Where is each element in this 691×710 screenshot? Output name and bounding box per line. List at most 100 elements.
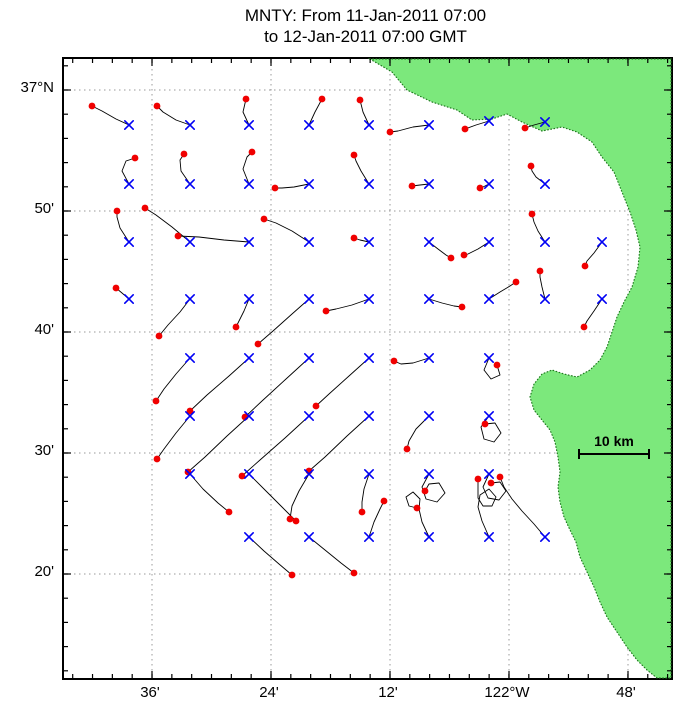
start-x-marker-icon <box>363 237 375 247</box>
trajectory-path <box>325 298 370 312</box>
end-dot-marker <box>527 162 535 170</box>
end-dot-marker <box>155 332 163 340</box>
start-x-marker-icon <box>304 294 314 304</box>
end-dot-marker <box>581 262 589 270</box>
end-dot-marker <box>113 207 121 215</box>
end-dot-marker <box>380 497 388 505</box>
end-dot-marker <box>174 232 182 240</box>
end-dot-marker <box>238 472 246 480</box>
end-dot-marker <box>496 473 504 481</box>
end-dot-marker <box>271 184 279 192</box>
end-dot-marker <box>318 95 326 103</box>
end-dot-marker <box>421 487 429 495</box>
title-line-1: MNTY: From 11-Jan-2011 07:00 <box>244 6 487 25</box>
trajectory-path <box>289 473 310 520</box>
start-x-marker-icon <box>483 294 495 304</box>
x-tick-label: 122°W <box>484 684 530 701</box>
end-dot-marker <box>521 124 529 132</box>
start-x-marker-icon <box>363 468 375 480</box>
trajectory-path <box>263 218 310 243</box>
end-dot-marker <box>248 148 256 156</box>
start-x-marker-icon <box>539 179 551 189</box>
start-x-marker-icon <box>363 352 375 364</box>
end-dot-marker <box>254 340 262 348</box>
trajectory-path <box>361 473 370 513</box>
y-tick-label: 20' <box>34 563 54 581</box>
start-x-marker-icon <box>539 116 551 127</box>
end-dot-marker <box>358 508 366 516</box>
end-dot-marker <box>312 402 320 410</box>
start-x-marker-icon <box>304 179 314 189</box>
trajectory-path <box>158 298 191 337</box>
trajectory-path <box>583 298 603 328</box>
end-dot-marker <box>141 204 149 212</box>
end-dot-marker <box>180 150 188 158</box>
trajectory-path <box>308 536 355 574</box>
end-dot-marker <box>493 361 501 369</box>
trajectory-path <box>531 213 546 243</box>
start-x-marker-icon <box>483 237 495 247</box>
start-x-marker-icon <box>423 531 435 543</box>
start-x-marker-icon <box>123 237 134 247</box>
start-x-marker-icon <box>304 237 314 247</box>
trajectory-path <box>483 357 501 380</box>
trajectory-path <box>257 298 310 345</box>
start-x-marker-icon <box>483 410 495 422</box>
start-x-marker-icon <box>423 237 435 247</box>
start-x-marker-icon <box>185 352 195 364</box>
start-x-marker-icon <box>244 294 254 304</box>
trajectory-path <box>308 98 323 126</box>
trajectory-path <box>248 536 293 576</box>
trajectory-path <box>235 298 250 328</box>
scale-bar-label: 10 km <box>594 433 634 449</box>
trajectory-path <box>242 98 250 126</box>
start-x-marker-icon <box>423 352 435 364</box>
end-dot-marker <box>461 125 469 133</box>
start-x-marker-icon <box>304 119 314 130</box>
end-dot-marker <box>512 278 520 286</box>
end-dot-marker <box>292 517 300 525</box>
end-dot-marker <box>413 504 421 512</box>
land-polygon <box>367 58 672 679</box>
trajectory-path <box>189 357 250 412</box>
start-x-marker-icon <box>304 410 314 422</box>
end-dot-marker <box>403 445 411 453</box>
trajectory-path <box>477 478 497 538</box>
end-dot-marker <box>288 571 296 579</box>
end-dot-marker <box>487 479 495 487</box>
title-line-2: to 12-Jan-2011 07:00 GMT <box>264 27 467 47</box>
start-x-marker-icon <box>483 179 495 189</box>
trajectory-path <box>480 415 502 443</box>
start-x-marker-icon <box>123 179 134 189</box>
map-plot-box: 10 km <box>62 57 673 680</box>
trajectory-path <box>242 151 253 185</box>
start-x-marker-icon <box>539 237 551 247</box>
start-x-marker-icon <box>244 237 254 247</box>
start-x-marker-icon <box>363 294 375 304</box>
start-x-marker-icon <box>539 294 551 304</box>
trajectory-path <box>405 491 430 538</box>
x-tick-label: 48' <box>616 684 636 701</box>
end-dot-marker <box>474 475 482 483</box>
start-x-marker-icon <box>483 468 495 480</box>
start-x-marker-icon <box>363 410 375 422</box>
end-dot-marker <box>242 95 250 103</box>
x-tick-label: 36' <box>140 684 160 701</box>
end-dot-marker <box>153 102 161 110</box>
start-x-marker-icon <box>244 179 254 189</box>
trajectory-path <box>121 157 136 185</box>
trajectory-path <box>116 210 130 243</box>
trajectory-path <box>359 99 370 126</box>
start-x-marker-icon <box>423 179 435 189</box>
trajectory-path <box>463 241 490 256</box>
x-tick-label: 24' <box>259 684 279 701</box>
end-dot-marker <box>350 234 358 242</box>
end-dot-marker <box>528 210 536 218</box>
trajectory-path <box>274 183 310 189</box>
end-dot-marker <box>350 151 358 159</box>
trajectory-path <box>189 473 230 513</box>
trajectory-path <box>241 415 310 477</box>
start-x-marker-icon <box>185 119 195 130</box>
start-x-marker-icon <box>304 468 314 480</box>
end-dot-marker <box>88 102 96 110</box>
